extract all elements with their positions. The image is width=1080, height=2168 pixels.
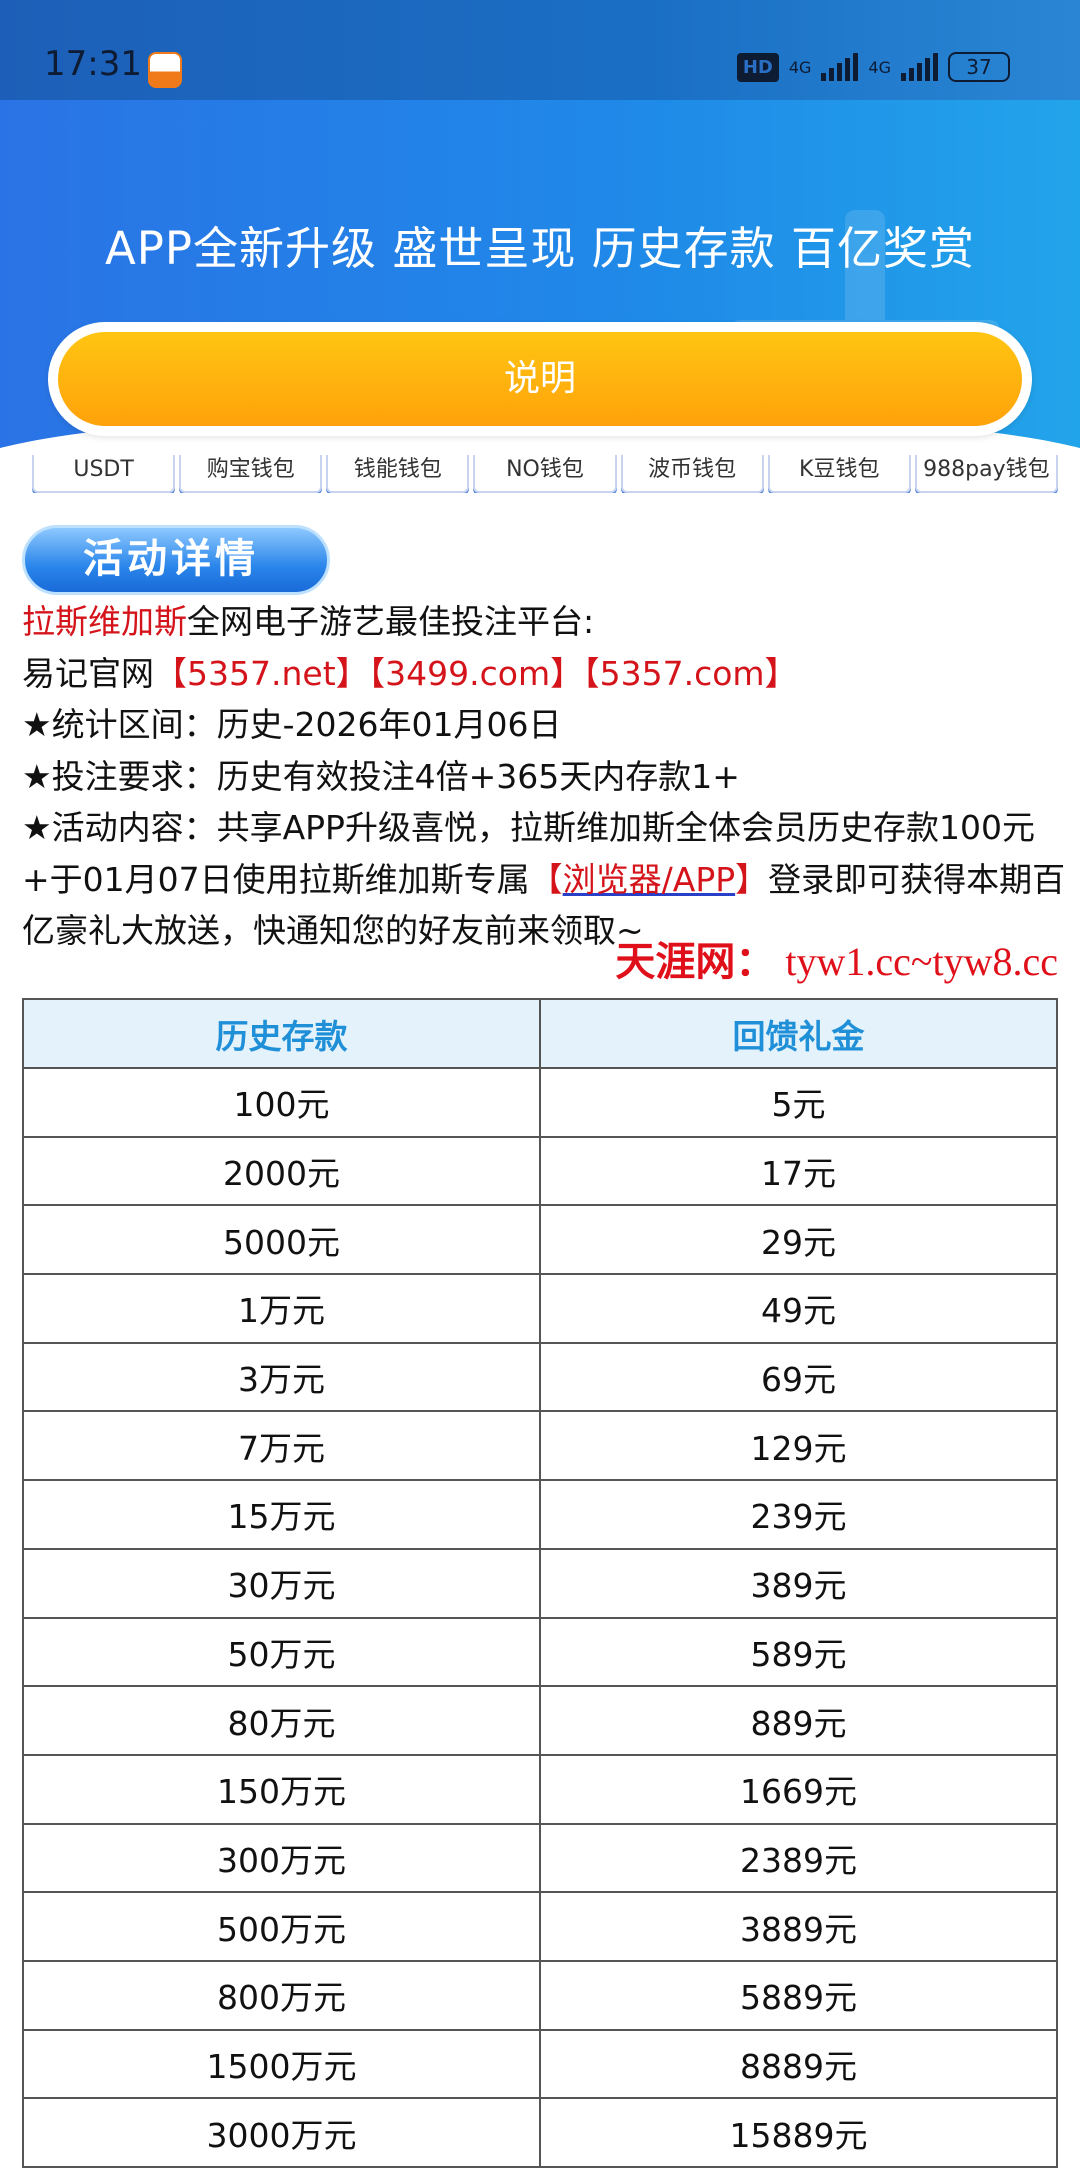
reward-table: 历史存款 回馈礼金 100元 5元 2000元 17元 5000元 29元 1万元 49元 3万… bbox=[22, 998, 1058, 2168]
wallet-bobi: 波币钱包 bbox=[620, 455, 764, 493]
signal-icon bbox=[901, 53, 938, 81]
wallet-988pay: 988pay钱包 bbox=[914, 455, 1058, 493]
wallet-strip: USDT 购宝钱包 钱能钱包 NO钱包 波币钱包 K豆钱包 988pay钱包 bbox=[32, 455, 1058, 493]
reward-cell: 69元 bbox=[539, 1341, 1058, 1413]
reward-cell: 5889元 bbox=[539, 1959, 1058, 2031]
table-row: 3万元 69元 bbox=[22, 1341, 1058, 1413]
reward-cell: 589元 bbox=[539, 1616, 1058, 1688]
activity-content: ★活动内容：共享APP升级喜悦，拉斯维加斯全体会员历史存款100元+于01月07… bbox=[22, 808, 1035, 899]
bracket: 】 bbox=[735, 859, 769, 899]
deposit-cell: 50万元 bbox=[22, 1616, 541, 1688]
activity-description: 拉斯维加斯全网电子游艺最佳投注平台: 易记官网【5357.net】【3499.c… bbox=[22, 596, 1067, 957]
official-site-label: 易记官网 bbox=[22, 653, 154, 693]
deposit-cell: 1500万元 bbox=[22, 2028, 541, 2100]
deposit-cell: 15万元 bbox=[22, 1479, 541, 1550]
deposit-cell: 2000元 bbox=[22, 1135, 541, 1207]
deposit-cell: 300万元 bbox=[22, 1822, 541, 1894]
network-label: 4G bbox=[868, 57, 891, 77]
table-row: 1500万元 8889元 bbox=[22, 2028, 1058, 2100]
wallet-usdt: USDT bbox=[32, 455, 176, 493]
site-link[interactable]: 【5357.com】 bbox=[583, 653, 798, 693]
explain-button-frame: 说明 bbox=[48, 322, 1032, 436]
status-bar: 17:31 HD 4G 4G 37 bbox=[0, 0, 1080, 100]
table-row: 15万元 239元 bbox=[22, 1479, 1058, 1550]
table-row: 300万元 2389元 bbox=[22, 1822, 1058, 1894]
deposit-cell: 3000万元 bbox=[22, 2097, 541, 2168]
reward-cell: 29元 bbox=[539, 1204, 1058, 1276]
reward-cell: 2389元 bbox=[539, 1822, 1058, 1894]
reward-cell: 49元 bbox=[539, 1273, 1058, 1344]
deposit-cell: 7万元 bbox=[22, 1410, 541, 1482]
reward-cell: 129元 bbox=[539, 1410, 1058, 1482]
brand-name: 拉斯维加斯 bbox=[22, 602, 187, 641]
table-row: 2000元 17元 bbox=[22, 1135, 1058, 1207]
deposit-cell: 800万元 bbox=[22, 1959, 541, 2031]
reward-cell: 15889元 bbox=[539, 2097, 1058, 2168]
wallet-no: NO钱包 bbox=[473, 455, 617, 493]
network-label: 4G bbox=[788, 57, 812, 77]
deposit-cell: 1万元 bbox=[22, 1273, 541, 1344]
table-row: 50万元 589元 bbox=[22, 1616, 1058, 1688]
wallet-goubao: 购宝钱包 bbox=[179, 455, 323, 493]
table-row: 150万元 1669元 bbox=[22, 1753, 1058, 1825]
table-row: 7万元 129元 bbox=[22, 1410, 1058, 1482]
table-row: 500万元 3889元 bbox=[22, 1891, 1058, 1962]
wallet-kdou: K豆钱包 bbox=[767, 455, 911, 493]
intro-text: 全网电子游艺最佳投注平台: bbox=[187, 602, 595, 641]
table-row: 1万元 49元 bbox=[22, 1273, 1058, 1344]
watermark: 天涯网： tyw1.cc~tyw8.cc bbox=[615, 939, 1058, 984]
column-header: 历史存款 bbox=[22, 998, 541, 1069]
bet-requirement: ★投注要求：历史有效投注4倍+365天内存款1+ bbox=[22, 756, 740, 796]
signal-icon bbox=[821, 53, 859, 81]
wallet-qianneng: 钱能钱包 bbox=[326, 455, 470, 493]
deposit-cell: 5000元 bbox=[22, 1204, 541, 1276]
table-row: 80万元 889元 bbox=[22, 1685, 1058, 1756]
site-link[interactable]: 【5357.net】 bbox=[154, 653, 369, 693]
reward-cell: 3889元 bbox=[539, 1891, 1058, 1962]
activity-details-badge: 活动详情 bbox=[22, 525, 330, 595]
reward-cell: 17元 bbox=[539, 1135, 1058, 1207]
reward-cell: 389元 bbox=[539, 1547, 1058, 1619]
deposit-cell: 500万元 bbox=[22, 1891, 541, 1962]
deposit-cell: 30万元 bbox=[22, 1547, 541, 1619]
reward-cell: 239元 bbox=[539, 1479, 1058, 1550]
reward-cell: 1669元 bbox=[539, 1753, 1058, 1825]
battery-icon: 37 bbox=[948, 52, 1010, 82]
column-header: 回馈礼金 bbox=[539, 998, 1058, 1069]
browser-app-link[interactable]: 浏览器/APP bbox=[562, 859, 736, 899]
table-row: 800万元 5889元 bbox=[22, 1959, 1058, 2031]
explain-button[interactable]: 说明 bbox=[58, 332, 1022, 426]
reward-cell: 8889元 bbox=[539, 2028, 1058, 2100]
deposit-cell: 3万元 bbox=[22, 1341, 541, 1413]
reward-cell: 5元 bbox=[539, 1067, 1058, 1138]
reward-cell: 889元 bbox=[539, 1685, 1058, 1756]
deposit-cell: 100元 bbox=[22, 1067, 541, 1138]
deposit-cell: 150万元 bbox=[22, 1753, 541, 1825]
site-link[interactable]: 【3499.com】 bbox=[368, 653, 584, 693]
stat-period: ★统计区间：历史-2026年01月06日 bbox=[22, 705, 562, 744]
deposit-cell: 80万元 bbox=[22, 1685, 541, 1756]
table-row: 30万元 389元 bbox=[22, 1547, 1058, 1619]
table-row: 5000元 29元 bbox=[22, 1204, 1058, 1276]
table-row: 3000万元 15889元 bbox=[22, 2097, 1058, 2168]
hd-voice-icon: HD bbox=[736, 52, 779, 82]
activity-content-cont: 登录即可获得本期百亿豪礼大放送，快通知您的好友前来领取~ bbox=[22, 859, 1066, 951]
bracket: 【 bbox=[529, 859, 563, 899]
page-title: APP全新升级 盛世呈现 历史存款 百亿奖赏 bbox=[105, 222, 975, 275]
table-row: 100元 5元 bbox=[22, 1067, 1058, 1138]
app-notification-icon bbox=[148, 52, 182, 88]
clock: 17:31 bbox=[44, 44, 142, 84]
